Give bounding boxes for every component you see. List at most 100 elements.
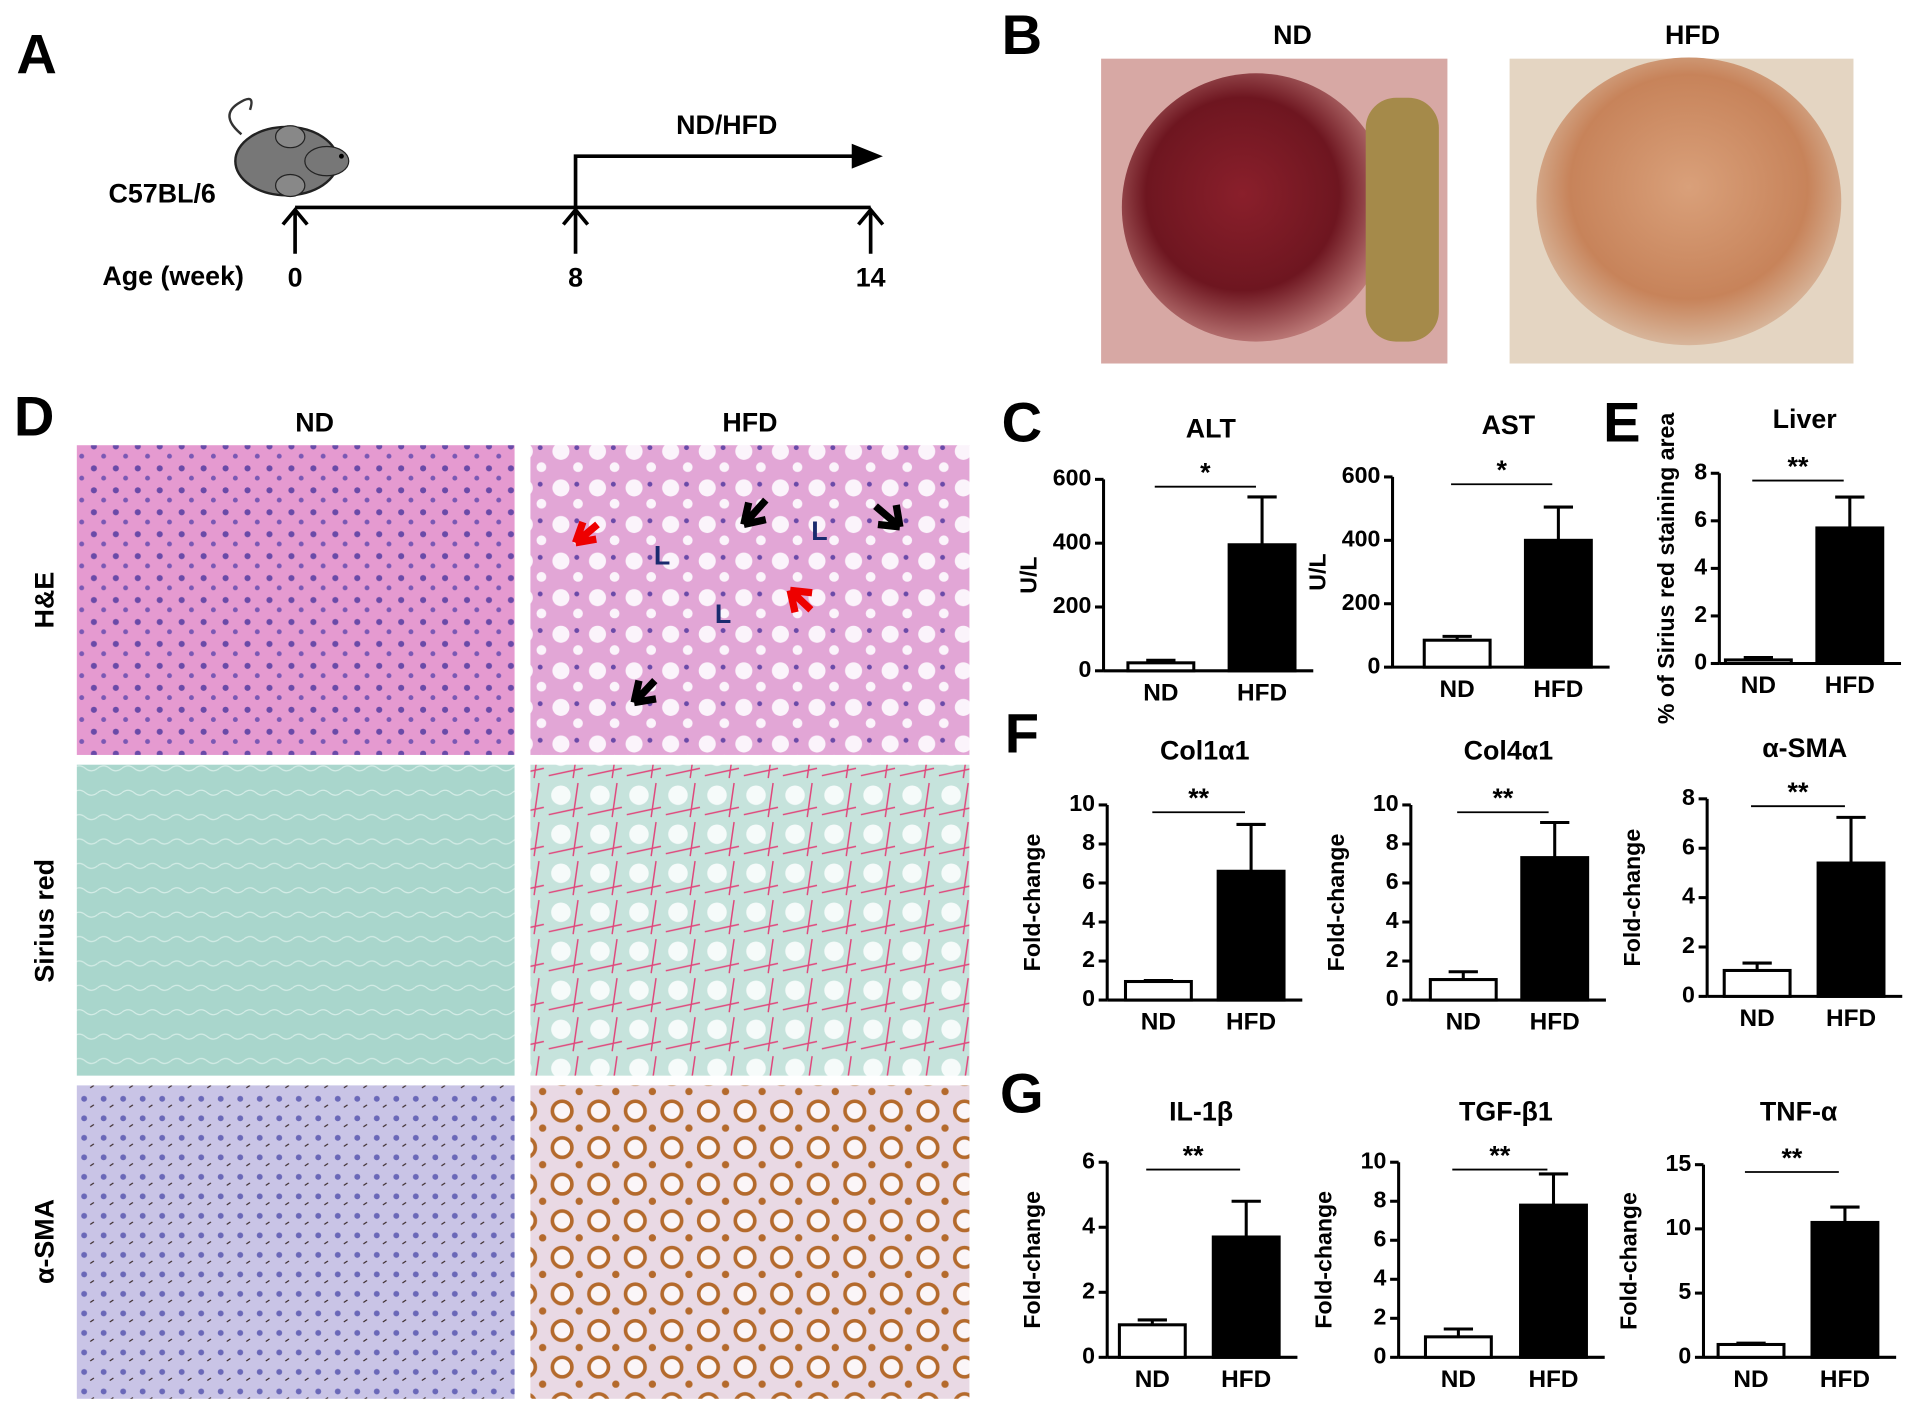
bar-chart: TGF-β1 Fold-change 0 2 4 6 8 10 ND HFD **	[1311, 1097, 1605, 1393]
significance-label: **	[1788, 451, 1809, 481]
y-tick-label: 4	[1374, 1264, 1387, 1290]
y-tick-label: 0	[1386, 985, 1399, 1011]
mouse-icon	[228, 97, 350, 198]
bar	[1815, 526, 1885, 666]
bar	[1117, 1323, 1187, 1359]
y-tick-label: 4	[1082, 1212, 1095, 1238]
bar	[1722, 968, 1792, 998]
significance-label: **	[1489, 1140, 1510, 1170]
bar	[1519, 1203, 1588, 1359]
y-tick-label: 10	[1361, 1147, 1387, 1173]
y-tick-label: 6	[1682, 833, 1695, 859]
bar	[1810, 1220, 1880, 1359]
panel-label: C	[1002, 391, 1043, 454]
x-tick-label: HFD	[1533, 676, 1583, 703]
bar	[1126, 661, 1196, 673]
y-tick-label: 4	[1682, 883, 1695, 909]
bar-chart: Col4α1 Fold-change 0 2 4 6 8 10 ND HFD **	[1323, 736, 1606, 1036]
x-tick-label: ND	[1143, 679, 1178, 706]
y-axis-label: Fold-change	[1019, 1191, 1045, 1329]
chart-title: IL-1β	[1169, 1097, 1233, 1127]
y-tick-label: 2	[1082, 946, 1095, 972]
column-label: HFD	[722, 408, 777, 438]
bar	[1216, 869, 1286, 1002]
y-tick-label: 0	[1694, 649, 1707, 675]
histology-image	[530, 445, 970, 755]
y-tick-label: 0	[1682, 982, 1695, 1008]
bar-chart: TNF-α Fold-change 0 5 10 15 ND HFD **	[1615, 1097, 1897, 1393]
y-axis-label: Fold-change	[1615, 1192, 1641, 1330]
significance-label: **	[1188, 783, 1209, 813]
y-tick-label: 0	[1374, 1342, 1387, 1368]
bar-chart: AST U/L 0 200 400 600 ND HFD *	[1305, 410, 1610, 703]
y-tick-label: 0	[1367, 652, 1380, 678]
y-tick-label: 600	[1342, 462, 1381, 488]
intestine	[1365, 97, 1439, 342]
age-label: 8	[568, 262, 583, 292]
y-tick-label: 2	[1694, 601, 1707, 627]
y-tick-label: 4	[1386, 907, 1399, 933]
significance-label: **	[1788, 777, 1809, 807]
photo-title: HFD	[1665, 20, 1720, 50]
y-axis-label: Fold-change	[1619, 829, 1645, 967]
x-tick-label: ND	[1446, 1009, 1481, 1036]
y-tick-label: 5	[1678, 1278, 1691, 1304]
lumen-label: L	[715, 599, 731, 629]
liver-hfd	[1536, 57, 1842, 346]
y-tick-label: 0	[1082, 985, 1095, 1011]
y-tick-label: 6	[1082, 1147, 1095, 1173]
y-axis-label: U/L	[1016, 556, 1042, 593]
y-tick-label: 6	[1694, 506, 1707, 532]
bar	[1428, 978, 1498, 1002]
y-tick-label: 10	[1373, 790, 1399, 816]
lumen-label: L	[811, 516, 827, 546]
lumen-label: L	[654, 540, 670, 570]
x-tick-label: ND	[1141, 1009, 1176, 1036]
y-tick-label: 8	[1386, 829, 1399, 855]
y-axis-label: Fold-change	[1323, 834, 1349, 972]
y-tick-label: 0	[1082, 1342, 1095, 1368]
y-tick-label: 2	[1374, 1303, 1387, 1329]
y-axis-label: % of Sirius red staining area	[1653, 412, 1679, 725]
y-tick-label: 400	[1053, 528, 1092, 554]
panel-label: G	[1000, 1061, 1044, 1124]
y-tick-label: 8	[1374, 1186, 1387, 1212]
x-tick-label: ND	[1135, 1366, 1170, 1393]
x-tick-label: HFD	[1237, 679, 1287, 706]
bar	[1723, 658, 1793, 666]
y-axis-label: U/L	[1305, 553, 1331, 590]
y-tick-label: 0	[1078, 656, 1091, 682]
histology-image	[530, 764, 970, 1076]
histology-image	[76, 1085, 515, 1399]
y-tick-label: 4	[1082, 907, 1095, 933]
bar-chart: α-SMA Fold-change 0 2 4 6 8 ND HFD **	[1619, 733, 1903, 1032]
y-tick-label: 10	[1069, 790, 1095, 816]
x-tick-label: HFD	[1226, 1009, 1276, 1036]
y-tick-label: 4	[1694, 554, 1707, 580]
y-tick-label: 200	[1053, 592, 1092, 618]
y-tick-label: 8	[1082, 829, 1095, 855]
chart-title: Col4α1	[1464, 736, 1554, 766]
axis-label: Age (week)	[102, 261, 244, 291]
y-tick-label: 6	[1082, 868, 1095, 894]
treatment-label: ND/HFD	[676, 110, 777, 140]
arrows	[572, 497, 904, 707]
bar	[1520, 856, 1590, 1002]
x-tick-label: ND	[1741, 672, 1776, 699]
x-tick-label: HFD	[1528, 1366, 1578, 1393]
photo-title: ND	[1273, 20, 1312, 50]
panel-label: E	[1603, 391, 1640, 454]
significance-label: **	[1781, 1143, 1802, 1173]
y-axis-label: Fold-change	[1019, 834, 1045, 972]
age-label: 0	[288, 262, 303, 292]
panel-label: D	[14, 385, 55, 448]
x-tick-label: HFD	[1820, 1366, 1870, 1393]
histology-image	[530, 1085, 970, 1399]
x-tick-label: ND	[1441, 1366, 1476, 1393]
histology-image	[76, 445, 515, 755]
timeline	[281, 143, 885, 254]
y-tick-label: 400	[1342, 525, 1381, 551]
panel-label: F	[1005, 702, 1039, 765]
panel-label: A	[16, 22, 57, 85]
